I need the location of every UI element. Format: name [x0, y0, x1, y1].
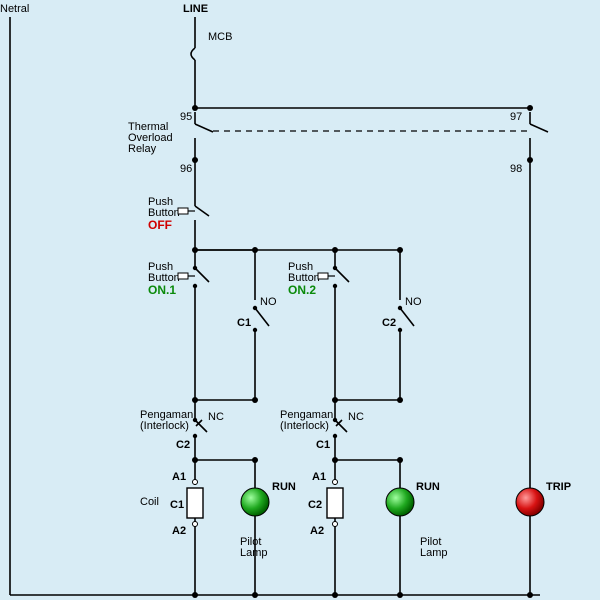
nc-right: NC: [348, 411, 364, 423]
pilot-right: Pilot Lamp: [420, 536, 448, 559]
pilot-lamp-trip: [516, 488, 544, 516]
thermal-label: Thermal Overload Relay: [128, 121, 176, 155]
term-97: 97: [510, 111, 522, 123]
term-96: 96: [180, 163, 192, 175]
pb-off-label: Push Button: [148, 196, 180, 219]
off-text: OFF: [148, 218, 172, 232]
push-button-off: [178, 200, 209, 250]
interlock-c1: C1: [316, 439, 330, 451]
line-label: LINE: [183, 3, 208, 15]
on2-text: ON.2: [288, 283, 316, 297]
mcb-icon: [191, 40, 195, 60]
interlock-right: Pengaman (Interlock): [280, 409, 336, 432]
a1-right: A1: [312, 471, 326, 483]
push-button-on1: [178, 268, 209, 328]
term-98: 98: [510, 163, 522, 175]
pilot-left: Pilot Lamp: [240, 536, 268, 559]
interlock-left: Pengaman (Interlock): [140, 409, 196, 432]
aux-c1: C1: [237, 317, 251, 329]
term-95: 95: [180, 111, 192, 123]
netral-label: Netral: [0, 3, 29, 15]
a2-left: A2: [172, 525, 186, 537]
coil-left: Coil: [140, 496, 159, 508]
no-right: NO: [405, 296, 422, 308]
pilot-lamp-run-right: [386, 488, 414, 516]
nc-left: NC: [208, 411, 224, 423]
pilot-lamp-run-left: [241, 488, 269, 516]
on1-text: ON.1: [148, 283, 176, 297]
interlock-c2: C2: [176, 439, 190, 451]
mcb-label: MCB: [208, 31, 232, 43]
aux-c2: C2: [382, 317, 396, 329]
run-right: RUN: [416, 481, 440, 493]
a1-left: A1: [172, 471, 186, 483]
coil-c1: [187, 488, 203, 518]
coil-c2-label: C2: [308, 499, 322, 511]
no-left: NO: [260, 296, 277, 308]
pb-on2-label: Push Button: [288, 261, 320, 284]
push-button-on2: [318, 268, 349, 328]
run-left: RUN: [272, 481, 296, 493]
coil-c1-label: C1: [170, 499, 184, 511]
trip-label: TRIP: [546, 481, 571, 493]
a2-right: A2: [310, 525, 324, 537]
coil-c2: [327, 488, 343, 518]
pb-on1-label: Push Button: [148, 261, 180, 284]
